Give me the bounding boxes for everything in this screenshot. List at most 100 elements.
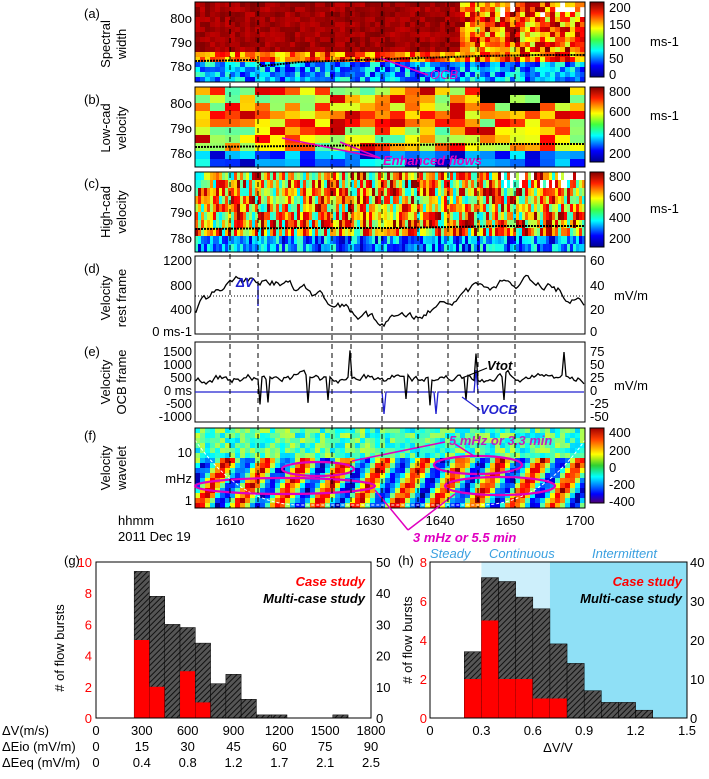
heat-cell	[250, 2, 256, 8]
heat-cell	[385, 27, 391, 33]
heat-cell	[320, 62, 326, 68]
heat-cell	[210, 127, 226, 136]
heat-cell	[540, 57, 546, 63]
heat-cell	[327, 212, 331, 221]
heat-cell	[425, 473, 431, 479]
heat-cell	[330, 47, 336, 53]
heat-cell	[410, 12, 416, 18]
heat-cell	[245, 488, 251, 494]
heat-cell	[330, 433, 336, 439]
heat-cell	[489, 180, 493, 189]
heat-cell	[285, 17, 291, 23]
heat-cell	[468, 220, 472, 229]
heat-cell	[570, 220, 574, 229]
heat-cell	[249, 220, 253, 229]
heat-cell	[222, 244, 226, 253]
heat-cell	[333, 212, 337, 221]
heat-cell	[216, 244, 220, 253]
heat-cell	[545, 453, 551, 459]
heat-cell	[468, 244, 472, 253]
heat-cell	[250, 483, 256, 489]
heat-cell	[510, 17, 516, 23]
xtick: 0.8	[179, 755, 197, 770]
heat-cell	[580, 47, 586, 53]
heat-cell	[205, 448, 211, 454]
heat-cell	[450, 448, 456, 454]
heat-cell	[290, 453, 296, 459]
heat-cell	[387, 188, 391, 197]
heat-cell	[375, 7, 381, 13]
heat-cell	[570, 473, 576, 479]
heat-cell	[545, 458, 551, 464]
heat-cell	[291, 204, 295, 213]
heat-cell	[285, 220, 289, 229]
heat-cell	[390, 463, 396, 469]
heat-cell	[333, 196, 337, 205]
heat-cell	[423, 172, 427, 181]
heat-cell	[282, 212, 286, 221]
heat-cell	[405, 27, 411, 33]
heat-cell	[350, 12, 356, 18]
heat-cell	[370, 448, 376, 454]
heat-cell	[285, 95, 301, 104]
heat-cell	[310, 478, 316, 484]
heat-cell	[565, 77, 571, 83]
heat-cell	[340, 433, 346, 439]
heat-cell	[474, 244, 478, 253]
heat-cell	[355, 438, 361, 444]
heat-cell	[520, 37, 526, 43]
heat-cell	[365, 458, 371, 464]
heat-cell	[250, 47, 256, 53]
heat-cell	[335, 12, 341, 18]
heat-cell	[480, 22, 486, 28]
heat-cell	[245, 478, 251, 484]
heat-cell	[294, 236, 298, 245]
heat-cell	[435, 127, 451, 136]
heat-cell	[549, 220, 553, 229]
heat-cell	[420, 468, 426, 474]
heat-cell	[423, 244, 427, 253]
heat-cell	[537, 204, 541, 213]
heat-cell	[545, 448, 551, 454]
heat-cell	[220, 47, 226, 53]
heat-cell	[230, 488, 236, 494]
heat-cell	[525, 473, 531, 479]
heat-cell	[495, 62, 501, 68]
heat-cell	[285, 32, 291, 38]
heat-cell	[525, 103, 540, 111]
heat-cell	[570, 12, 576, 18]
heat-cell	[305, 22, 311, 28]
heat-cell	[372, 212, 376, 221]
heat-cell	[480, 463, 486, 469]
heat-cell	[410, 57, 416, 63]
heat-cell	[504, 172, 508, 181]
heat-cell	[414, 212, 418, 221]
heat-cell	[210, 22, 216, 28]
heat-cell	[215, 493, 221, 499]
heat-cell	[324, 180, 328, 189]
heat-cell	[432, 236, 436, 245]
heat-cell	[245, 468, 251, 474]
heat-cell	[447, 220, 451, 229]
heat-cell	[405, 95, 421, 104]
heat-cell	[240, 151, 256, 160]
heat-cell	[345, 498, 351, 504]
heat-cell	[210, 32, 216, 38]
heat-cell	[395, 503, 401, 509]
heat-cell	[445, 493, 451, 499]
heat-cell	[276, 188, 280, 197]
heat-cell	[399, 172, 403, 181]
heat-cell	[540, 438, 546, 444]
heat-cell	[535, 72, 541, 78]
heat-cell	[320, 503, 326, 509]
ytick-right: 40	[376, 586, 390, 601]
heat-cell	[300, 453, 306, 459]
heat-cell	[567, 172, 570, 180]
heat-cell	[420, 17, 426, 23]
heat-cell	[245, 458, 251, 464]
heat-cell	[306, 204, 310, 213]
heat-cell	[456, 172, 460, 181]
heat-cell	[558, 244, 562, 253]
heat-cell	[460, 458, 466, 464]
heat-cell	[405, 67, 411, 73]
